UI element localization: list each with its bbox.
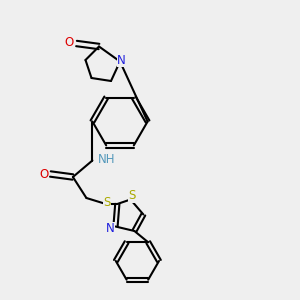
Text: S: S <box>103 196 110 209</box>
Text: N: N <box>117 53 126 67</box>
Text: O: O <box>39 167 48 181</box>
Text: N: N <box>106 222 115 236</box>
Text: S: S <box>128 189 136 203</box>
Text: O: O <box>64 36 74 50</box>
Text: NH: NH <box>98 153 116 166</box>
